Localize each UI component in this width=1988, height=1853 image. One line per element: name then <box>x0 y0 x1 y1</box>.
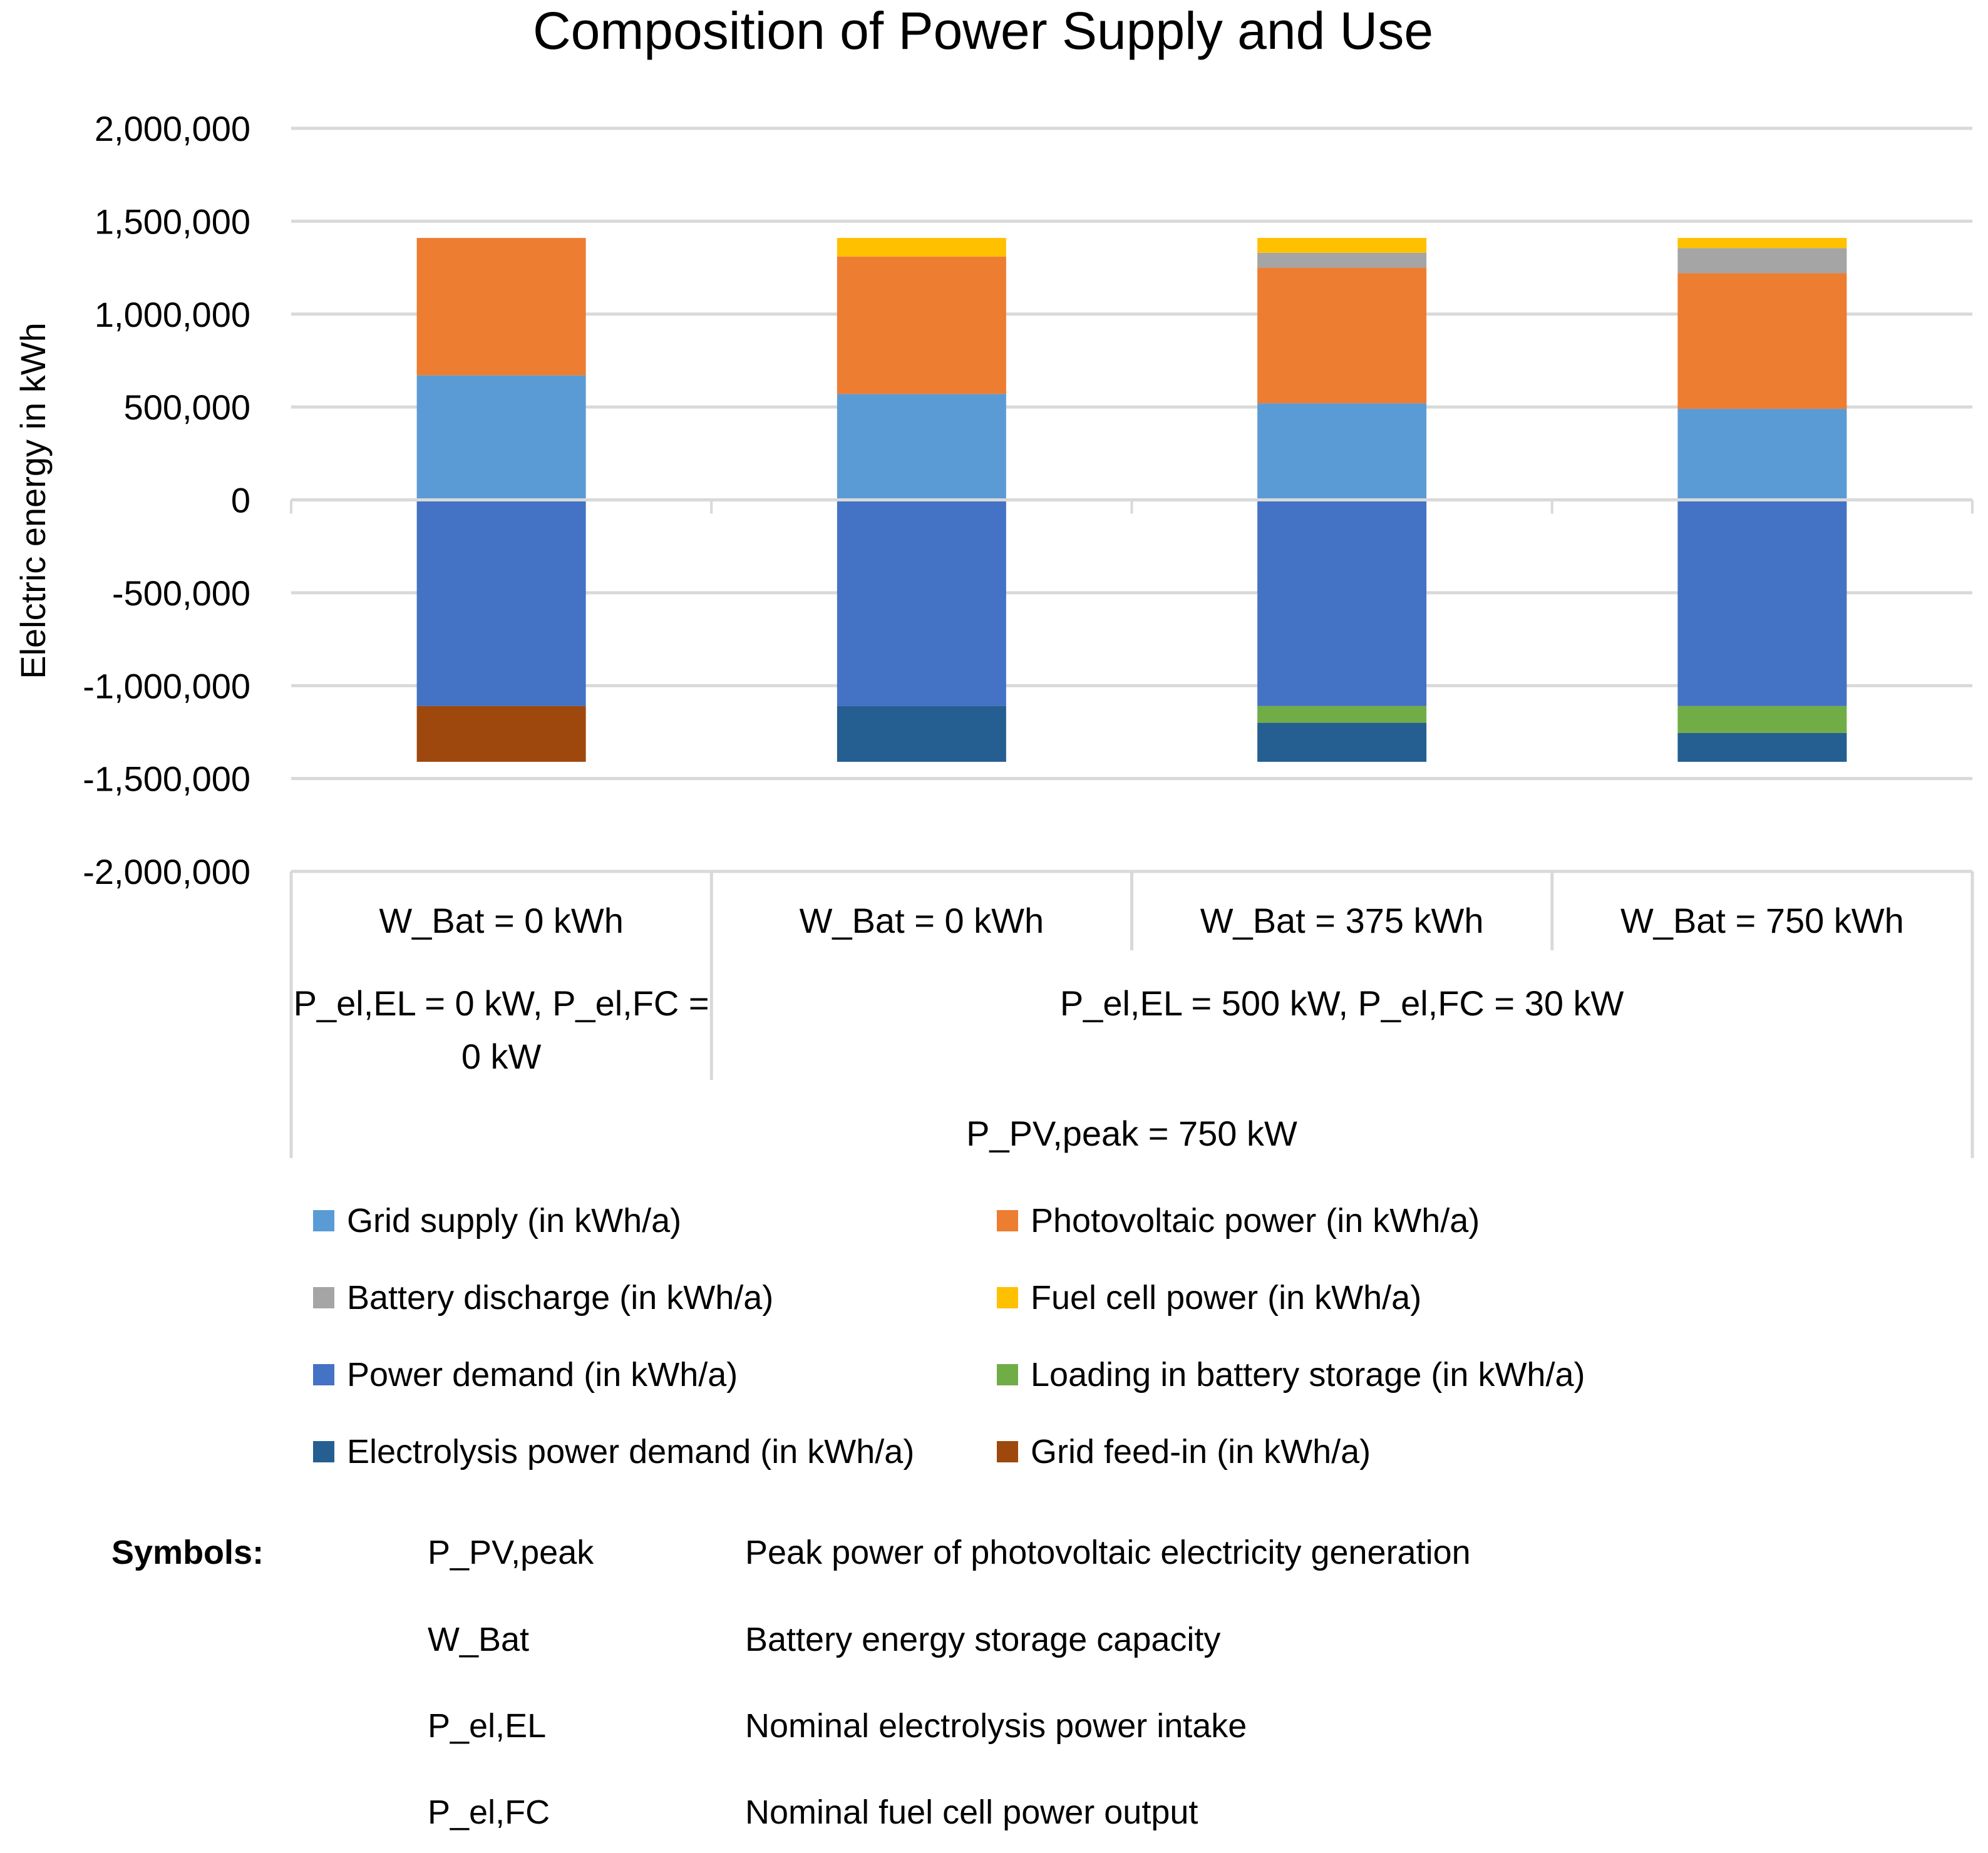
y-tick-label: -1,500,000 <box>83 759 250 799</box>
bar-segment <box>1677 273 1847 409</box>
bar-segment <box>416 375 586 500</box>
legend-swatch <box>997 1364 1018 1385</box>
y-axis-ticks: 2,000,000 1,500,000 1,000,000 500,000 0 -500,… <box>83 109 250 891</box>
group-label-line2: 0 kW <box>461 1037 542 1076</box>
legend-label: Power demand (in kWh/a) <box>347 1356 738 1394</box>
legend-label: Grid supply (in kWh/a) <box>347 1202 682 1240</box>
bar-segment <box>837 238 1006 257</box>
bar-segment <box>837 500 1006 706</box>
y-tick-label: -2,000,000 <box>83 852 250 891</box>
legend-item-battery-discharge: Battery discharge (in kWh/a) <box>313 1276 773 1320</box>
bar-segment <box>1257 500 1427 706</box>
symbol-name: W_Bat <box>428 1621 530 1658</box>
bar-segment <box>1677 238 1847 249</box>
legend-swatch <box>313 1364 334 1385</box>
legend-item-fuel-cell: Fuel cell power (in kWh/a) <box>997 1276 1421 1320</box>
y-tick-label: 500,000 <box>124 388 250 427</box>
legend-item-grid-feed-in: Grid feed-in (in kWh/a) <box>997 1430 1371 1474</box>
symbol-name: P_el,EL <box>428 1707 547 1745</box>
bar-segment <box>416 706 586 762</box>
bar-segment <box>1257 267 1427 404</box>
group-label: P_el,EL = 500 kW, P_el,FC = 30 kW <box>1060 983 1624 1023</box>
symbol-description: Peak power of photovoltaic electricity g… <box>745 1534 1471 1571</box>
bar-segment <box>1257 403 1427 500</box>
legend-label: Battery discharge (in kWh/a) <box>347 1279 774 1317</box>
bar-segment <box>837 256 1006 394</box>
group-label-line1: P_el,EL = 0 kW, P_el,FC = <box>294 983 709 1023</box>
bar-segment <box>837 394 1006 500</box>
bar-segment <box>1677 706 1847 733</box>
symbol-description: Battery energy storage capacity <box>745 1621 1221 1658</box>
legend-label: Loading in battery storage (in kWh/a) <box>1031 1356 1585 1394</box>
legend-item-electrolysis: Electrolysis power demand (in kWh/a) <box>313 1430 914 1474</box>
bar-segment <box>1257 722 1427 762</box>
y-axis-label: Elelctric energy in kWh <box>13 322 53 679</box>
symbol-name: P_el,FC <box>428 1794 550 1831</box>
y-tick-label: 0 <box>231 481 250 520</box>
bar-segment <box>837 706 1006 762</box>
legend-item-battery-loading: Loading in battery storage (in kWh/a) <box>997 1353 1585 1397</box>
legend-label: Grid feed-in (in kWh/a) <box>1031 1433 1371 1471</box>
bar-segment <box>1677 248 1847 274</box>
legend-label: Photovoltaic power (in kWh/a) <box>1031 1202 1480 1240</box>
symbols-heading: Symbols: <box>111 1534 264 1571</box>
legend-item-grid-supply: Grid supply (in kWh/a) <box>313 1199 681 1243</box>
legend-swatch <box>997 1441 1018 1462</box>
x-category-label: W_Bat = 0 kWh <box>800 901 1044 940</box>
x-category-label: W_Bat = 750 kWh <box>1620 901 1904 940</box>
legend-item-photovoltaic: Photovoltaic power (in kWh/a) <box>997 1199 1480 1243</box>
legend-label: Fuel cell power (in kWh/a) <box>1031 1279 1422 1317</box>
bar-segment <box>1677 500 1847 706</box>
y-tick-label: 2,000,000 <box>95 109 250 148</box>
symbol-description: Nominal electrolysis power intake <box>745 1707 1247 1745</box>
y-tick-label: 1,500,000 <box>95 202 250 241</box>
legend-swatch <box>313 1441 334 1462</box>
bar-segment <box>1257 238 1427 253</box>
y-tick-label: 1,000,000 <box>95 295 250 334</box>
bar-segment <box>416 238 586 376</box>
legend-label: Electrolysis power demand (in kWh/a) <box>347 1433 915 1471</box>
outer-group-label: P_PV,peak = 750 kW <box>966 1114 1297 1153</box>
x-category-label: W_Bat = 0 kWh <box>379 901 624 940</box>
legend-swatch <box>997 1210 1018 1231</box>
bar-segment <box>1677 732 1847 762</box>
y-tick-label: -1,000,000 <box>83 666 250 706</box>
bar-segment <box>416 500 586 706</box>
bar-segment <box>1257 706 1427 723</box>
chart: Composition of Power Supply and Use Elel… <box>13 1 1974 1158</box>
bars <box>416 238 1847 762</box>
legend-swatch <box>313 1210 334 1231</box>
bar-segment <box>1257 252 1427 268</box>
chart-title: Composition of Power Supply and Use <box>533 1 1433 60</box>
x-category-label: W_Bat = 375 kWh <box>1200 901 1484 940</box>
y-tick-label: -500,000 <box>112 573 250 613</box>
legend-item-power-demand: Power demand (in kWh/a) <box>313 1353 738 1397</box>
symbol-name: P_PV,peak <box>428 1534 594 1571</box>
x-axis: W_Bat = 0 kWh W_Bat = 0 kWh W_Bat = 375 kW… <box>289 498 1974 1158</box>
bar-segment <box>1677 409 1847 500</box>
legend-swatch <box>997 1287 1018 1308</box>
symbol-description: Nominal fuel cell power output <box>745 1794 1198 1831</box>
legend-swatch <box>313 1287 334 1308</box>
